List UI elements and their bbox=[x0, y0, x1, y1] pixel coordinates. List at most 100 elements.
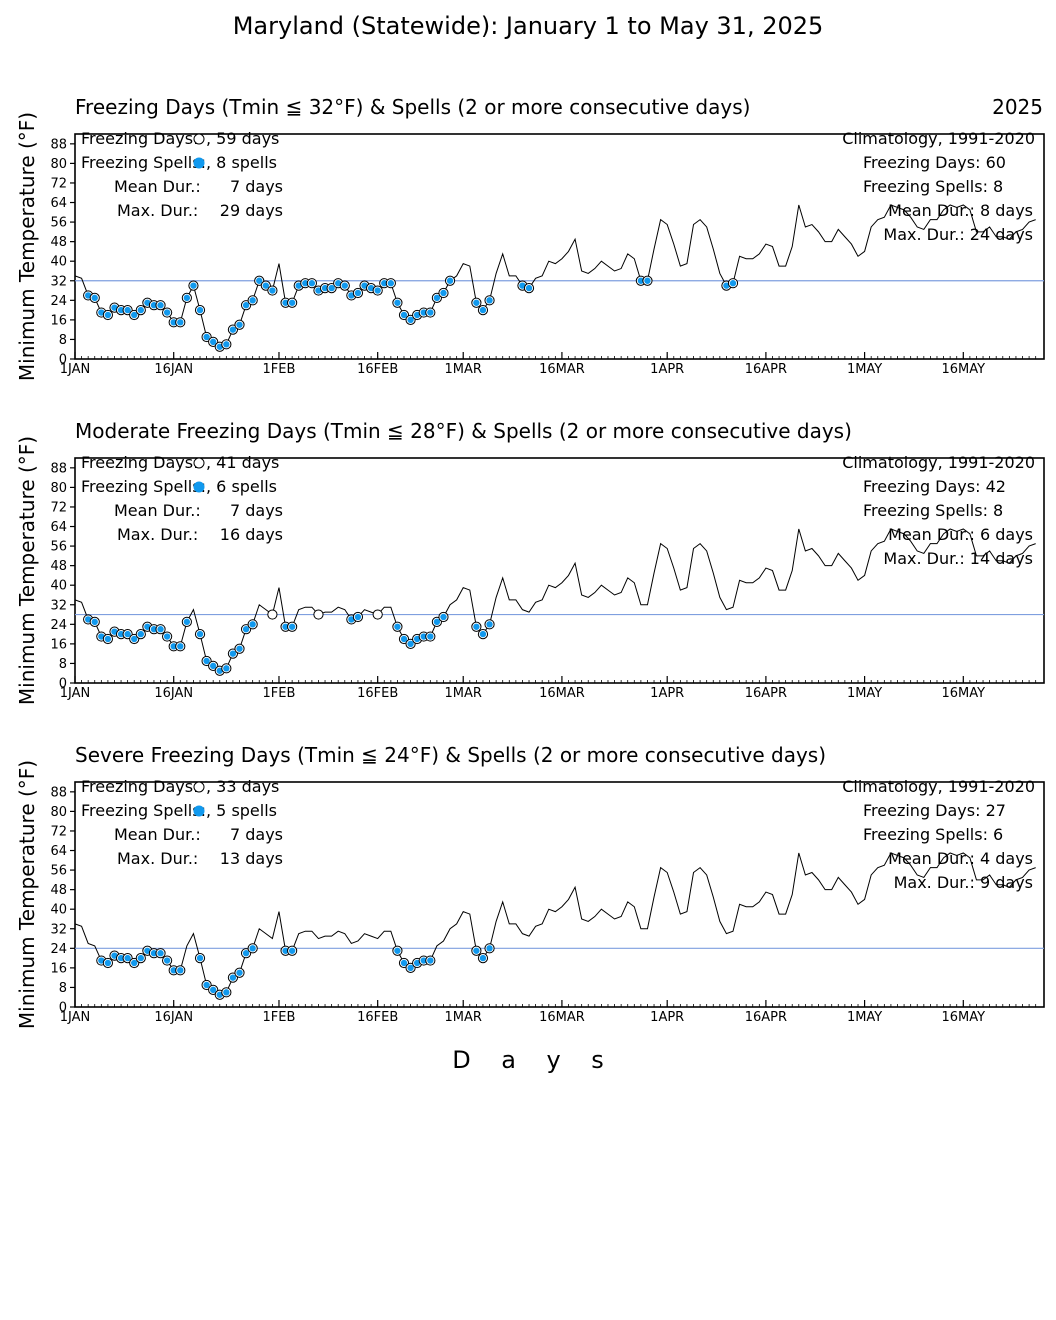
freezing-spell-marker bbox=[236, 645, 243, 652]
info-clim-days: Freezing Days: 42 bbox=[863, 477, 1006, 496]
y-tick-label: 16 bbox=[50, 637, 67, 652]
info-spells-value: , 8 spells bbox=[206, 153, 277, 172]
freezing-spell-marker bbox=[440, 613, 447, 621]
freezing-spell-marker bbox=[104, 959, 112, 967]
freezing-spell-marker bbox=[479, 954, 487, 962]
y-tick-label: 72 bbox=[50, 500, 67, 515]
freezing-spell-marker bbox=[420, 957, 427, 964]
x-tick-label: 16APR bbox=[745, 1010, 787, 1025]
freezing-spell-marker bbox=[427, 957, 434, 964]
freezing-spell-marker bbox=[170, 319, 177, 326]
y-axis-label: Minimum Temperature (°F) bbox=[15, 436, 39, 705]
freezing-spell-marker bbox=[394, 623, 401, 630]
x-tick-label: 1APR bbox=[650, 686, 684, 701]
x-tick-label: 1MAY bbox=[847, 362, 882, 377]
x-tick-label: 16MAY bbox=[942, 686, 986, 701]
freezing-spell-marker bbox=[288, 623, 296, 630]
freezing-spell-marker bbox=[644, 277, 651, 284]
legend-open-circle-icon bbox=[193, 133, 205, 145]
info-clim-mean: Mean Dur.: 4 days bbox=[888, 849, 1033, 868]
info-clim-max: Max. Dur.: 9 days bbox=[894, 873, 1033, 892]
info-days-label: Freezing Days: bbox=[81, 777, 199, 796]
info-spells-label: Freezing Spells: bbox=[81, 477, 206, 496]
y-tick-label: 88 bbox=[50, 461, 67, 476]
freezing-spell-marker bbox=[183, 618, 191, 626]
y-tick-label: 80 bbox=[50, 481, 67, 496]
freezing-spell-marker bbox=[150, 302, 158, 309]
freezing-spell-marker bbox=[229, 650, 237, 657]
freezing-spell-marker bbox=[394, 299, 401, 306]
freezing-spell-marker bbox=[381, 280, 388, 287]
freezing-spell-marker bbox=[479, 306, 487, 314]
freezing-spell-marker bbox=[433, 618, 441, 626]
y-tick-label: 24 bbox=[50, 618, 67, 633]
freezing-spell-marker bbox=[157, 302, 164, 309]
freezing-spell-marker bbox=[177, 967, 184, 974]
plot-frame bbox=[74, 781, 1045, 1008]
info-days-label: Freezing Days: bbox=[81, 453, 199, 472]
x-tick-label: 16MAR bbox=[539, 1010, 585, 1025]
chart-panel-2: Moderate Freezing Days (Tmin ≦ 28°F) & S… bbox=[15, 419, 1045, 705]
x-axis-label: D a y s bbox=[452, 1046, 603, 1074]
freezing-spell-marker bbox=[354, 613, 362, 621]
freezing-spell-marker bbox=[223, 665, 230, 672]
freezing-spell-marker bbox=[486, 297, 493, 304]
y-tick-label: 32 bbox=[50, 274, 67, 289]
y-tick-label: 80 bbox=[50, 805, 67, 820]
x-tick-label: 16JAN bbox=[154, 362, 193, 377]
freezing-spell-marker bbox=[486, 945, 493, 952]
x-tick-label: 1APR bbox=[650, 362, 684, 377]
freezing-spell-marker bbox=[137, 306, 144, 314]
freezing-spell-marker bbox=[229, 974, 237, 981]
y-tick-label: 88 bbox=[50, 785, 67, 800]
x-tick-label: 1APR bbox=[650, 1010, 684, 1025]
chart-panel-3: Severe Freezing Days (Tmin ≦ 24°F) & Spe… bbox=[15, 743, 1045, 1029]
x-tick-label: 1JAN bbox=[60, 686, 91, 701]
x-tick-label: 1FEB bbox=[263, 362, 296, 377]
freezing-spell-marker bbox=[473, 299, 480, 306]
freezing-spell-marker bbox=[229, 326, 237, 333]
freezing-spell-marker bbox=[269, 287, 276, 294]
info-days-label: Freezing Days: bbox=[81, 129, 199, 148]
freezing-spell-marker bbox=[407, 316, 414, 324]
panel-title: Severe Freezing Days (Tmin ≦ 24°F) & Spe… bbox=[75, 743, 826, 767]
info-mean-label: Mean Dur.: bbox=[114, 501, 201, 520]
info-clim-days: Freezing Days: 60 bbox=[863, 153, 1006, 172]
freezing-spell-marker bbox=[124, 630, 131, 638]
plot-frame bbox=[74, 457, 1045, 684]
freezing-day-marker bbox=[267, 609, 278, 620]
x-tick-label: 16FEB bbox=[357, 1010, 398, 1025]
x-tick-label: 1MAR bbox=[445, 686, 482, 701]
freezing-spell-marker bbox=[427, 309, 434, 316]
x-tick-label: 1FEB bbox=[263, 686, 296, 701]
y-tick-label: 16 bbox=[50, 313, 67, 328]
freezing-spell-marker bbox=[288, 947, 296, 954]
info-spells-label: Freezing Spells: bbox=[81, 801, 206, 820]
freezing-spell-marker bbox=[163, 633, 171, 640]
x-tick-label: 1MAY bbox=[847, 1010, 882, 1025]
legend-filled-circle-icon bbox=[193, 157, 205, 169]
y-tick-label: 48 bbox=[50, 559, 67, 574]
freezing-spell-marker bbox=[473, 623, 480, 630]
chart-panel-1: Freezing Days (Tmin ≦ 32°F) & Spells (2 … bbox=[15, 95, 1045, 381]
plot-frame bbox=[74, 133, 1045, 360]
temperature-line bbox=[74, 852, 1036, 996]
freezing-spell-marker bbox=[374, 287, 381, 294]
info-mean-value: 7 days bbox=[230, 501, 283, 520]
freezing-spell-marker bbox=[177, 319, 184, 326]
freezing-spell-marker bbox=[150, 626, 158, 633]
freezing-spell-marker bbox=[282, 947, 289, 954]
freezing-spell-marker bbox=[420, 309, 427, 316]
freezing-spell-marker bbox=[394, 947, 401, 954]
info-clim-mean: Mean Dur.: 6 days bbox=[888, 525, 1033, 544]
freezing-spell-marker bbox=[209, 662, 217, 670]
x-tick-label: 16MAR bbox=[539, 362, 585, 377]
freezing-spell-marker bbox=[354, 289, 362, 297]
y-tick-label: 8 bbox=[59, 333, 67, 348]
x-tick-label: 16APR bbox=[745, 362, 787, 377]
info-mean-label: Mean Dur.: bbox=[114, 177, 201, 196]
freezing-spell-marker bbox=[190, 282, 197, 289]
freezing-spell-marker bbox=[729, 280, 737, 287]
freezing-spell-marker bbox=[223, 341, 230, 348]
legend-open-circle-icon bbox=[193, 781, 205, 793]
